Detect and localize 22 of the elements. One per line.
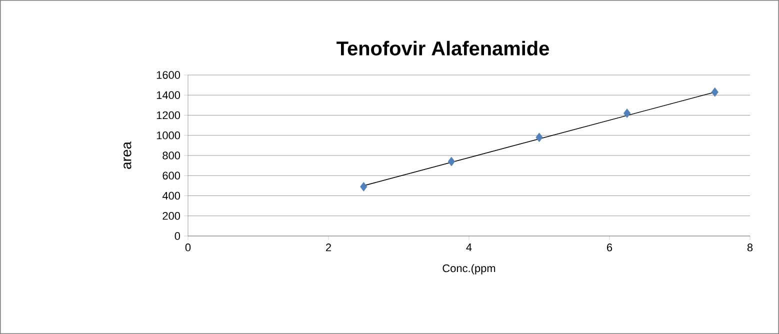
y-tick-label: 800 <box>162 152 180 160</box>
y-tick-label: 1200 <box>156 111 180 120</box>
y-tick-label: 200 <box>162 212 180 220</box>
y-tick-label: 400 <box>162 192 180 200</box>
y-tick-label: 1600 <box>156 71 180 79</box>
x-tick-label: 8 <box>747 244 753 252</box>
point <box>448 156 456 166</box>
y-axis-title: area <box>124 142 132 169</box>
point <box>536 132 543 142</box>
x-axis-title: Conc.(ppm <box>442 264 496 274</box>
point <box>623 108 631 118</box>
point <box>711 87 718 97</box>
y-tick-label: 1400 <box>156 91 180 100</box>
x-tick-label: 6 <box>607 244 612 252</box>
y-tick-label: 0 <box>174 232 180 240</box>
y-tick-label: 600 <box>162 172 180 180</box>
x-tick-label: 2 <box>326 244 331 252</box>
chart-title: Tenofovir Alafenamide <box>336 40 549 56</box>
y-tick-label: 1000 <box>156 132 180 140</box>
point <box>360 182 368 192</box>
x-tick-label: 0 <box>185 244 191 252</box>
x-tick-label: 4 <box>466 244 472 252</box>
